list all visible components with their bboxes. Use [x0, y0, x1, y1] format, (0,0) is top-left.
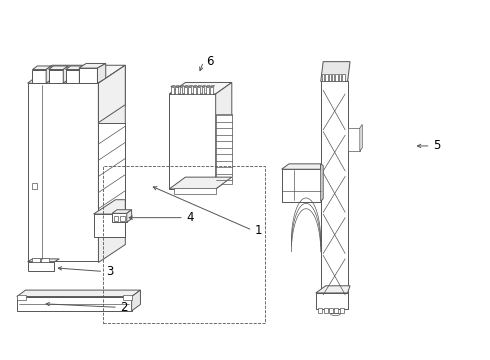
Bar — [339, 74, 341, 81]
Bar — [184, 87, 187, 94]
Bar — [332, 74, 334, 81]
Text: 3: 3 — [106, 265, 113, 278]
Bar — [347, 128, 360, 151]
Bar — [210, 87, 213, 94]
Bar — [318, 309, 322, 313]
Polygon shape — [360, 125, 362, 151]
Bar — [335, 74, 338, 81]
Polygon shape — [169, 177, 232, 189]
Polygon shape — [66, 66, 84, 69]
Bar — [79, 68, 98, 83]
Polygon shape — [216, 82, 232, 189]
Polygon shape — [132, 290, 141, 311]
Bar — [329, 309, 333, 313]
Polygon shape — [316, 286, 350, 293]
Bar — [32, 258, 40, 262]
Bar — [27, 262, 54, 271]
Polygon shape — [201, 86, 206, 87]
Text: 1: 1 — [255, 224, 262, 237]
Bar — [175, 87, 178, 94]
Bar — [17, 297, 132, 311]
Bar — [201, 87, 204, 94]
Polygon shape — [98, 65, 125, 123]
Bar — [206, 87, 209, 94]
Polygon shape — [49, 66, 68, 69]
Polygon shape — [171, 86, 175, 87]
Bar — [98, 123, 125, 216]
Bar — [197, 87, 200, 94]
Bar — [340, 309, 343, 313]
Polygon shape — [197, 86, 201, 87]
Text: 2: 2 — [121, 301, 128, 314]
Polygon shape — [27, 65, 125, 83]
Polygon shape — [27, 259, 59, 262]
Bar — [316, 293, 347, 309]
Polygon shape — [112, 210, 132, 213]
Bar — [27, 83, 98, 261]
Polygon shape — [321, 164, 323, 202]
Polygon shape — [79, 63, 106, 68]
Bar — [32, 183, 37, 189]
Polygon shape — [210, 86, 215, 87]
Bar — [103, 166, 265, 323]
Polygon shape — [323, 62, 347, 309]
Bar — [342, 74, 344, 81]
Bar — [123, 296, 132, 300]
Text: 5: 5 — [433, 139, 441, 152]
Bar — [17, 296, 25, 300]
Bar — [322, 74, 324, 81]
Bar — [32, 69, 46, 83]
Polygon shape — [321, 62, 350, 81]
Polygon shape — [94, 200, 125, 214]
Polygon shape — [46, 66, 51, 83]
Bar — [41, 258, 49, 262]
Polygon shape — [79, 66, 84, 83]
Bar — [188, 87, 191, 94]
Bar — [216, 114, 232, 184]
Polygon shape — [188, 86, 193, 87]
Bar — [334, 309, 338, 313]
Polygon shape — [127, 210, 132, 222]
Polygon shape — [179, 86, 184, 87]
Bar — [94, 214, 125, 237]
Polygon shape — [206, 86, 210, 87]
Bar — [321, 81, 347, 309]
Polygon shape — [63, 66, 68, 83]
Bar — [114, 216, 119, 221]
Bar — [324, 309, 328, 313]
Polygon shape — [175, 86, 179, 87]
Bar — [112, 213, 127, 222]
Bar — [49, 69, 63, 83]
Bar — [171, 87, 173, 94]
Polygon shape — [184, 86, 188, 87]
Polygon shape — [282, 164, 321, 169]
Bar — [66, 69, 79, 83]
Bar — [179, 87, 182, 94]
Polygon shape — [98, 65, 125, 262]
Polygon shape — [193, 86, 197, 87]
Bar — [325, 74, 328, 81]
Bar — [169, 94, 216, 189]
Bar — [120, 216, 125, 221]
Text: 6: 6 — [206, 55, 214, 68]
Bar — [174, 188, 216, 194]
Bar — [329, 74, 331, 81]
Polygon shape — [169, 82, 232, 94]
Polygon shape — [32, 66, 51, 69]
Polygon shape — [98, 63, 106, 83]
Text: 4: 4 — [186, 211, 194, 224]
Bar — [282, 169, 321, 202]
Bar — [193, 87, 196, 94]
Polygon shape — [17, 290, 141, 297]
